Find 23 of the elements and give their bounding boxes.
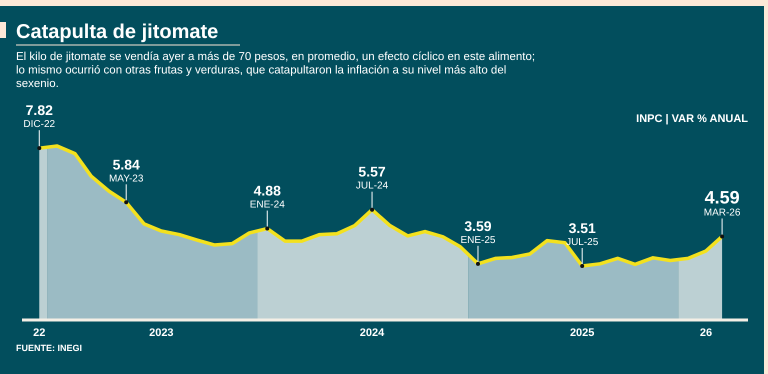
x-tick-label: 22 (33, 327, 46, 339)
annotation: ENE-25 (460, 234, 496, 246)
annotation: MAY-23 (108, 173, 144, 184)
data-label: 7.82 (26, 102, 54, 118)
x-tick-label: 2024 (360, 327, 386, 339)
data-label: 5.57 (358, 164, 386, 180)
annotation: ENE-24 (250, 200, 286, 211)
data-label: 4.88 (254, 182, 282, 199)
data-label: 3.59 (464, 218, 492, 234)
annotation: JUL-24 (356, 180, 389, 192)
chart-subtitle: El kilo de jitomate se vendía ayer a más de 70 pesos, en promedio, un efecto cíclico en este alimento; lo mismo ocurrió con otras frutas y verduras, que catapultaron la inflación a su nivel más alto del sexenio. (16, 51, 536, 90)
x-tick-label: 2023 (149, 327, 174, 339)
data-label: 5.84 (112, 156, 140, 172)
x-tick-label: 26 (700, 327, 712, 339)
annotation: MAR-26 (704, 207, 741, 218)
chart-title: Catapulta de jitomate (16, 21, 218, 43)
data-label: 3.51 (568, 220, 596, 236)
annotation: JUL-25 (566, 237, 599, 248)
annotation: DIC-22 (23, 119, 56, 130)
data-label: 4.59 (704, 187, 740, 208)
annotation: FUENTE: INEGI (16, 343, 82, 353)
x-tick-label: 2025 (570, 327, 594, 339)
y-axis-title: INPC | VAR % ANUAL (636, 113, 748, 125)
